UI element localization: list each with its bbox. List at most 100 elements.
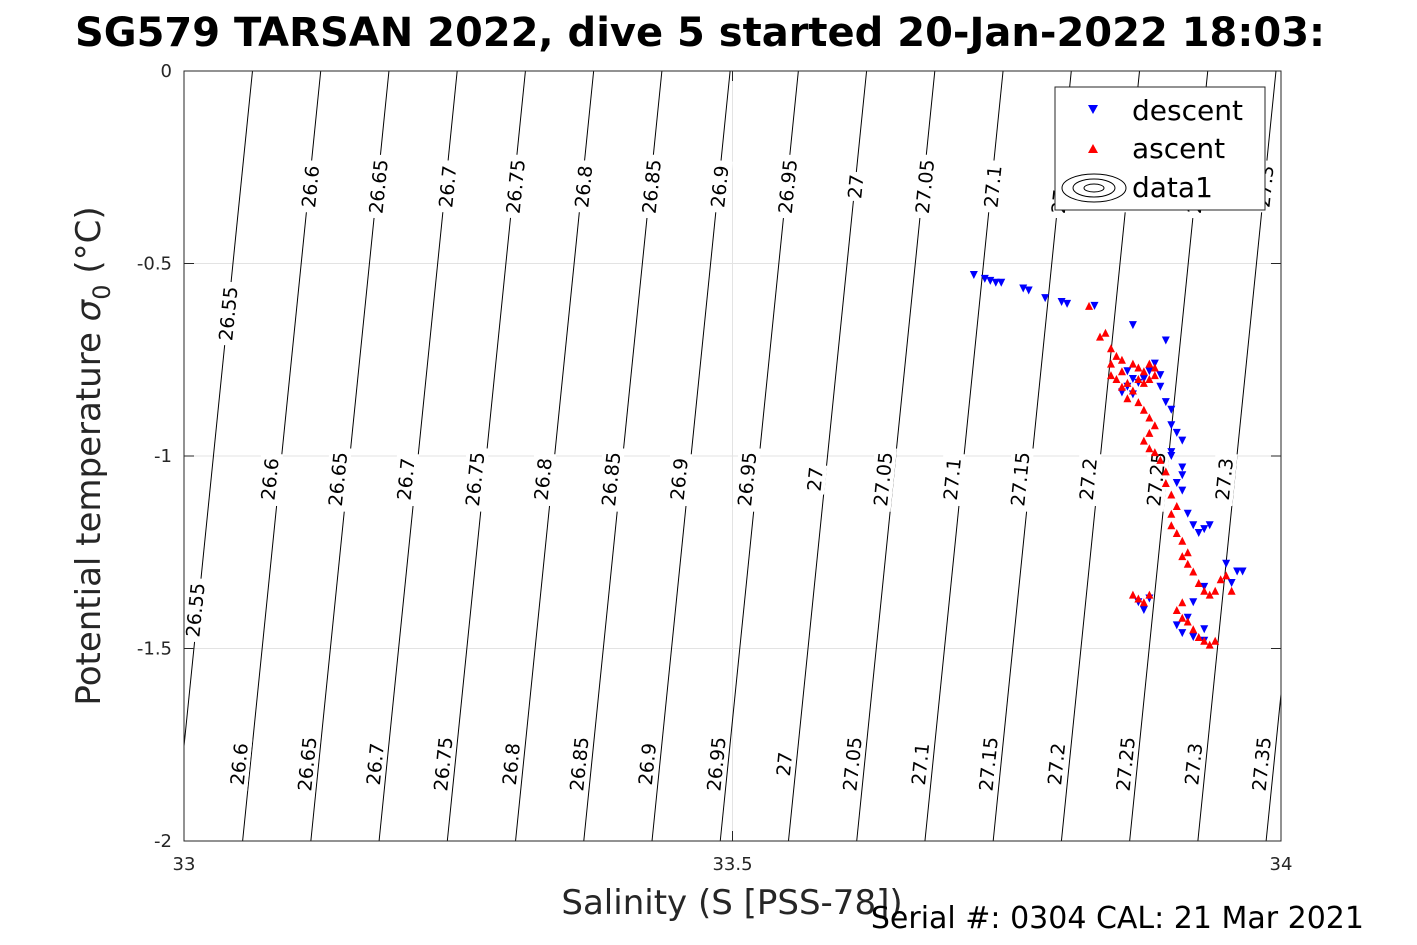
descent-point	[1063, 299, 1072, 308]
contour-label-gap	[497, 737, 525, 791]
descent-point	[1178, 471, 1187, 480]
ascent-point	[1145, 444, 1154, 453]
ascent-point	[1200, 636, 1209, 645]
ascent-point	[1112, 351, 1121, 360]
ascent-point	[1167, 490, 1176, 499]
contour-label: 27.3	[1179, 737, 1207, 791]
ascent-point	[1189, 567, 1198, 576]
y-axis-label: Potential temperature σ0 (°C)	[69, 206, 116, 705]
y-tick-label: -1.5	[137, 639, 172, 660]
contour-label-gap	[910, 153, 939, 220]
density-contour-labels: 26.6 26.65 26.7 26.75 26.8 26.85 26.9 26.95 27 27…	[180, 153, 1279, 797]
ascent-point	[1101, 328, 1110, 337]
ascent-point	[1134, 363, 1143, 372]
contour-label-gap	[428, 731, 458, 797]
ascent-point	[1134, 375, 1143, 383]
contour-label-text: 27	[773, 751, 797, 777]
contour-label-gap	[296, 159, 324, 214]
ascent-point	[1172, 502, 1181, 511]
ascent-point	[1123, 378, 1132, 387]
contour-label-gap	[1179, 737, 1207, 791]
ascent-point	[1183, 617, 1192, 626]
descent-point	[1123, 367, 1132, 376]
ascent-point	[1161, 478, 1170, 487]
contour-label-gap	[701, 731, 731, 797]
ascent-point	[1128, 590, 1137, 599]
contour-label-gap	[938, 452, 966, 507]
contour-label-text: 26.65	[325, 451, 352, 507]
ascent-point	[1189, 625, 1198, 634]
contour-label: 27.1	[906, 737, 934, 791]
ascent-point	[1095, 332, 1104, 341]
contour-label: 27.05	[910, 153, 939, 220]
contour-label: 27.25	[1111, 731, 1140, 797]
contour-label-gap	[361, 737, 389, 791]
ascent-point	[1106, 359, 1115, 368]
descent-point	[1167, 405, 1176, 414]
ascent-point	[1128, 359, 1137, 368]
ascent-point	[1183, 548, 1192, 557]
contour-label: 26.6	[296, 159, 324, 214]
contour-label: 27	[771, 748, 797, 780]
ascent-point	[1139, 405, 1148, 414]
series-ascent-markers	[1085, 301, 1236, 649]
ascent-point	[1211, 636, 1220, 645]
contour-label: 27.2	[1042, 737, 1070, 791]
contour-label-gap	[978, 159, 1007, 214]
contour-label-text: 27.3	[1212, 457, 1238, 501]
contour-label-text: 27.1	[908, 742, 934, 786]
contour-label-text: 26.6	[298, 164, 324, 208]
ascent-point	[1178, 536, 1187, 545]
contour-label-text: 27.2	[1076, 457, 1102, 501]
ascent-point	[1172, 529, 1181, 537]
ascent-point	[1134, 594, 1143, 603]
ascent-point	[1178, 613, 1187, 622]
ascent-point	[1216, 575, 1225, 584]
descent-point	[1156, 382, 1165, 391]
ascent-point	[1150, 448, 1159, 457]
contour-label-gap	[460, 446, 489, 512]
contour-label-gap	[323, 446, 352, 512]
contour-label-gap	[392, 452, 420, 507]
contour-symbol-icon	[1061, 173, 1127, 203]
contour-label-text: 26.7	[435, 164, 461, 208]
descent-point	[1161, 336, 1170, 345]
contour-label-text: 27.15	[975, 736, 1002, 792]
contour-label: 27.1	[938, 452, 966, 507]
contour-label-gap	[1247, 731, 1276, 797]
legend-item-descent: descent	[1088, 94, 1243, 127]
contour-label: 26.55	[180, 577, 210, 643]
contour-label: 26.6	[255, 452, 284, 507]
contour-label-text: 26.95	[775, 158, 802, 214]
descent-point	[997, 278, 1006, 287]
contour-label: 27.35	[1247, 731, 1276, 797]
contour-label-gap	[501, 153, 530, 220]
contour-label-gap	[868, 446, 897, 512]
contour-label-text: 27	[844, 173, 868, 199]
contour-label: 26.55	[213, 280, 243, 347]
descent-point	[1189, 598, 1198, 607]
descent-point	[1227, 579, 1236, 588]
descent-point	[1205, 521, 1214, 530]
contour-label-text: 26.7	[363, 742, 389, 786]
contour-label: 26.7	[433, 159, 461, 214]
contour-label: 26.65	[364, 153, 393, 220]
legend-marker-descent	[1088, 105, 1098, 114]
contour-label-gap	[637, 153, 666, 220]
legend: descent ascent data1	[1054, 86, 1266, 211]
contour-label-gap	[973, 731, 1003, 797]
ascent-point	[1150, 363, 1159, 372]
contour-label-gap	[564, 731, 594, 797]
contour-label: 26.65	[292, 731, 322, 797]
serial-cal-footer: Serial #: 0304 CAL: 21 Mar 2021	[871, 901, 1364, 936]
x-tick-label: 34	[1270, 854, 1293, 875]
ascent-point	[1139, 367, 1148, 376]
contour-label-text: 27	[804, 466, 828, 492]
contour-label-text: 26.8	[531, 457, 557, 501]
contour-label-gap	[633, 737, 661, 791]
descent-point	[1183, 509, 1192, 518]
contour-label: 27.15	[973, 731, 1003, 797]
contour-label-text: 26.6	[227, 742, 253, 786]
contour-label-text: 26.85	[598, 451, 625, 507]
ascent-point	[1205, 640, 1214, 649]
